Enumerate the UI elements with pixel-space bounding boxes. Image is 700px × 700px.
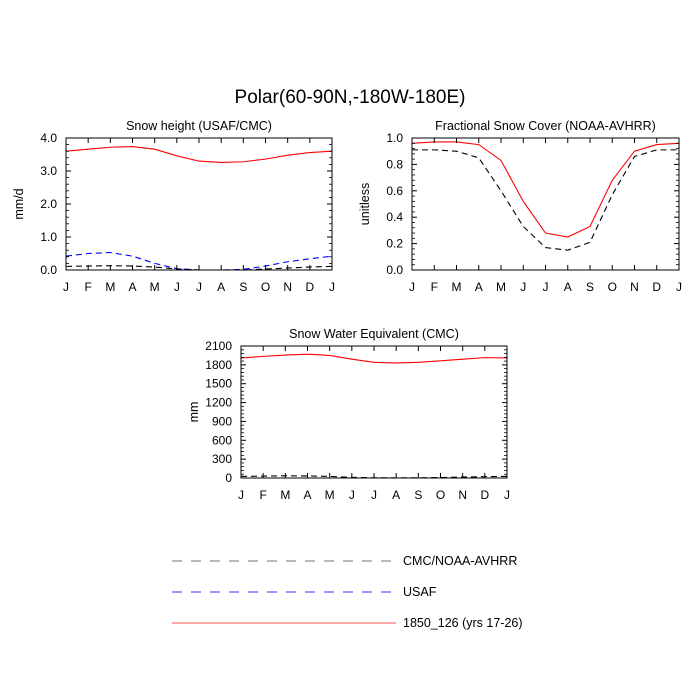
- x-tick-label: O: [608, 280, 617, 294]
- x-tick-label: D: [305, 280, 314, 294]
- legend-label: USAF: [403, 585, 437, 599]
- panels: Snow height (USAF/CMC)J F M A M J J A S O N D J0.01.…: [12, 119, 682, 502]
- y-tick-label: 0: [225, 471, 232, 485]
- y-axis-label: mm/d: [12, 188, 26, 219]
- plot-frame: [65, 137, 333, 271]
- x-tick-label: M: [105, 280, 115, 294]
- x-tick-label: A: [475, 280, 483, 294]
- legend-item: USAF: [172, 585, 437, 599]
- y-tick-label: 1.0: [386, 131, 403, 145]
- series-line-1850-126-yrs-17-26-: [411, 141, 680, 238]
- x-tick-label: A: [217, 280, 225, 294]
- x-tick-label: J: [63, 280, 69, 294]
- x-tick-label: F: [431, 280, 438, 294]
- x-tick-label: F: [259, 488, 266, 502]
- chart-title: Snow Water Equivalent (CMC): [289, 327, 459, 341]
- series-line-cmc-noaa-avhrr: [412, 149, 679, 251]
- x-tick-label: F: [84, 280, 91, 294]
- x-tick-label: J: [504, 488, 510, 502]
- y-tick-label: 0.2: [386, 237, 403, 251]
- y-axis-label: unitless: [358, 183, 372, 225]
- x-tick-label: M: [150, 280, 160, 294]
- y-tick-label: 900: [212, 414, 232, 428]
- x-tick-label: M: [496, 280, 506, 294]
- chart-panel-1: Snow height (USAF/CMC)J F M A M J J A S O N D J0.01.…: [12, 119, 335, 294]
- x-tick-label: N: [458, 488, 467, 502]
- x-tick-label: S: [414, 488, 422, 502]
- y-tick-label: 0.6: [386, 184, 403, 198]
- y-tick-label: 4.0: [40, 131, 57, 145]
- legend: CMC/NOAA-AVHRR USAF 1850_126 (yrs 17-26): [172, 554, 523, 630]
- figure-title: Polar(60-90N,-180W-180E): [235, 87, 466, 108]
- y-tick-label: 1800: [205, 358, 232, 372]
- x-tick-label: A: [128, 280, 136, 294]
- y-tick-label: 1500: [205, 377, 232, 391]
- x-tick-label: A: [303, 488, 311, 502]
- x-tick-label: J: [520, 280, 526, 294]
- legend-label: CMC/NOAA-AVHRR: [403, 554, 517, 568]
- legend-label: 1850_126 (yrs 17-26): [403, 616, 523, 630]
- chart-title: Snow height (USAF/CMC): [126, 119, 272, 133]
- y-tick-label: 300: [212, 452, 232, 466]
- x-tick-label: O: [261, 280, 270, 294]
- x-tick-label: J: [349, 488, 355, 502]
- x-tick-label: J: [371, 488, 377, 502]
- chart-panel-2: Fractional Snow Cover (NOAA-AVHRR)J F M A M J…: [358, 119, 682, 294]
- x-tick-label: J: [196, 280, 202, 294]
- y-tick-label: 0.0: [40, 263, 57, 277]
- x-tick-label: S: [586, 280, 594, 294]
- y-tick-label: 3.0: [40, 164, 57, 178]
- x-tick-label: J: [676, 280, 682, 294]
- y-tick-label: 2.0: [40, 197, 57, 211]
- legend-item: 1850_126 (yrs 17-26): [172, 616, 523, 630]
- y-tick-label: 1200: [205, 396, 232, 410]
- x-tick-label: J: [329, 280, 335, 294]
- y-tick-label: 0.0: [386, 263, 403, 277]
- x-tick-label: J: [174, 280, 180, 294]
- x-tick-label: M: [325, 488, 335, 502]
- x-tick-label: J: [409, 280, 415, 294]
- y-tick-label: 1.0: [40, 230, 57, 244]
- y-tick-label: 600: [212, 433, 232, 447]
- x-tick-label: D: [652, 280, 661, 294]
- x-tick-label: M: [280, 488, 290, 502]
- chart-panel-3: Snow Water Equivalent (CMC)J F M A M J J A S O N D J…: [187, 327, 510, 502]
- x-tick-label: A: [564, 280, 572, 294]
- x-tick-label: S: [239, 280, 247, 294]
- x-tick-label: N: [283, 280, 292, 294]
- x-tick-label: M: [452, 280, 462, 294]
- series-line-1850-126-yrs-17-26-: [65, 146, 333, 163]
- plot-frame: [411, 137, 680, 271]
- y-axis-label: mm: [187, 402, 201, 423]
- y-tick-label: 0.8: [386, 157, 403, 171]
- x-tick-label: A: [392, 488, 400, 502]
- plot-frame: [240, 345, 508, 479]
- x-tick-label: N: [630, 280, 639, 294]
- x-tick-label: J: [238, 488, 244, 502]
- y-tick-label: 0.4: [386, 210, 403, 224]
- chart-title: Fractional Snow Cover (NOAA-AVHRR): [435, 119, 656, 133]
- x-tick-label: J: [543, 280, 549, 294]
- series-line-1850-126-yrs-17-26-: [240, 353, 508, 364]
- legend-item: CMC/NOAA-AVHRR: [172, 554, 517, 568]
- x-tick-label: O: [436, 488, 445, 502]
- y-tick-label: 2100: [205, 339, 232, 353]
- x-tick-label: D: [480, 488, 489, 502]
